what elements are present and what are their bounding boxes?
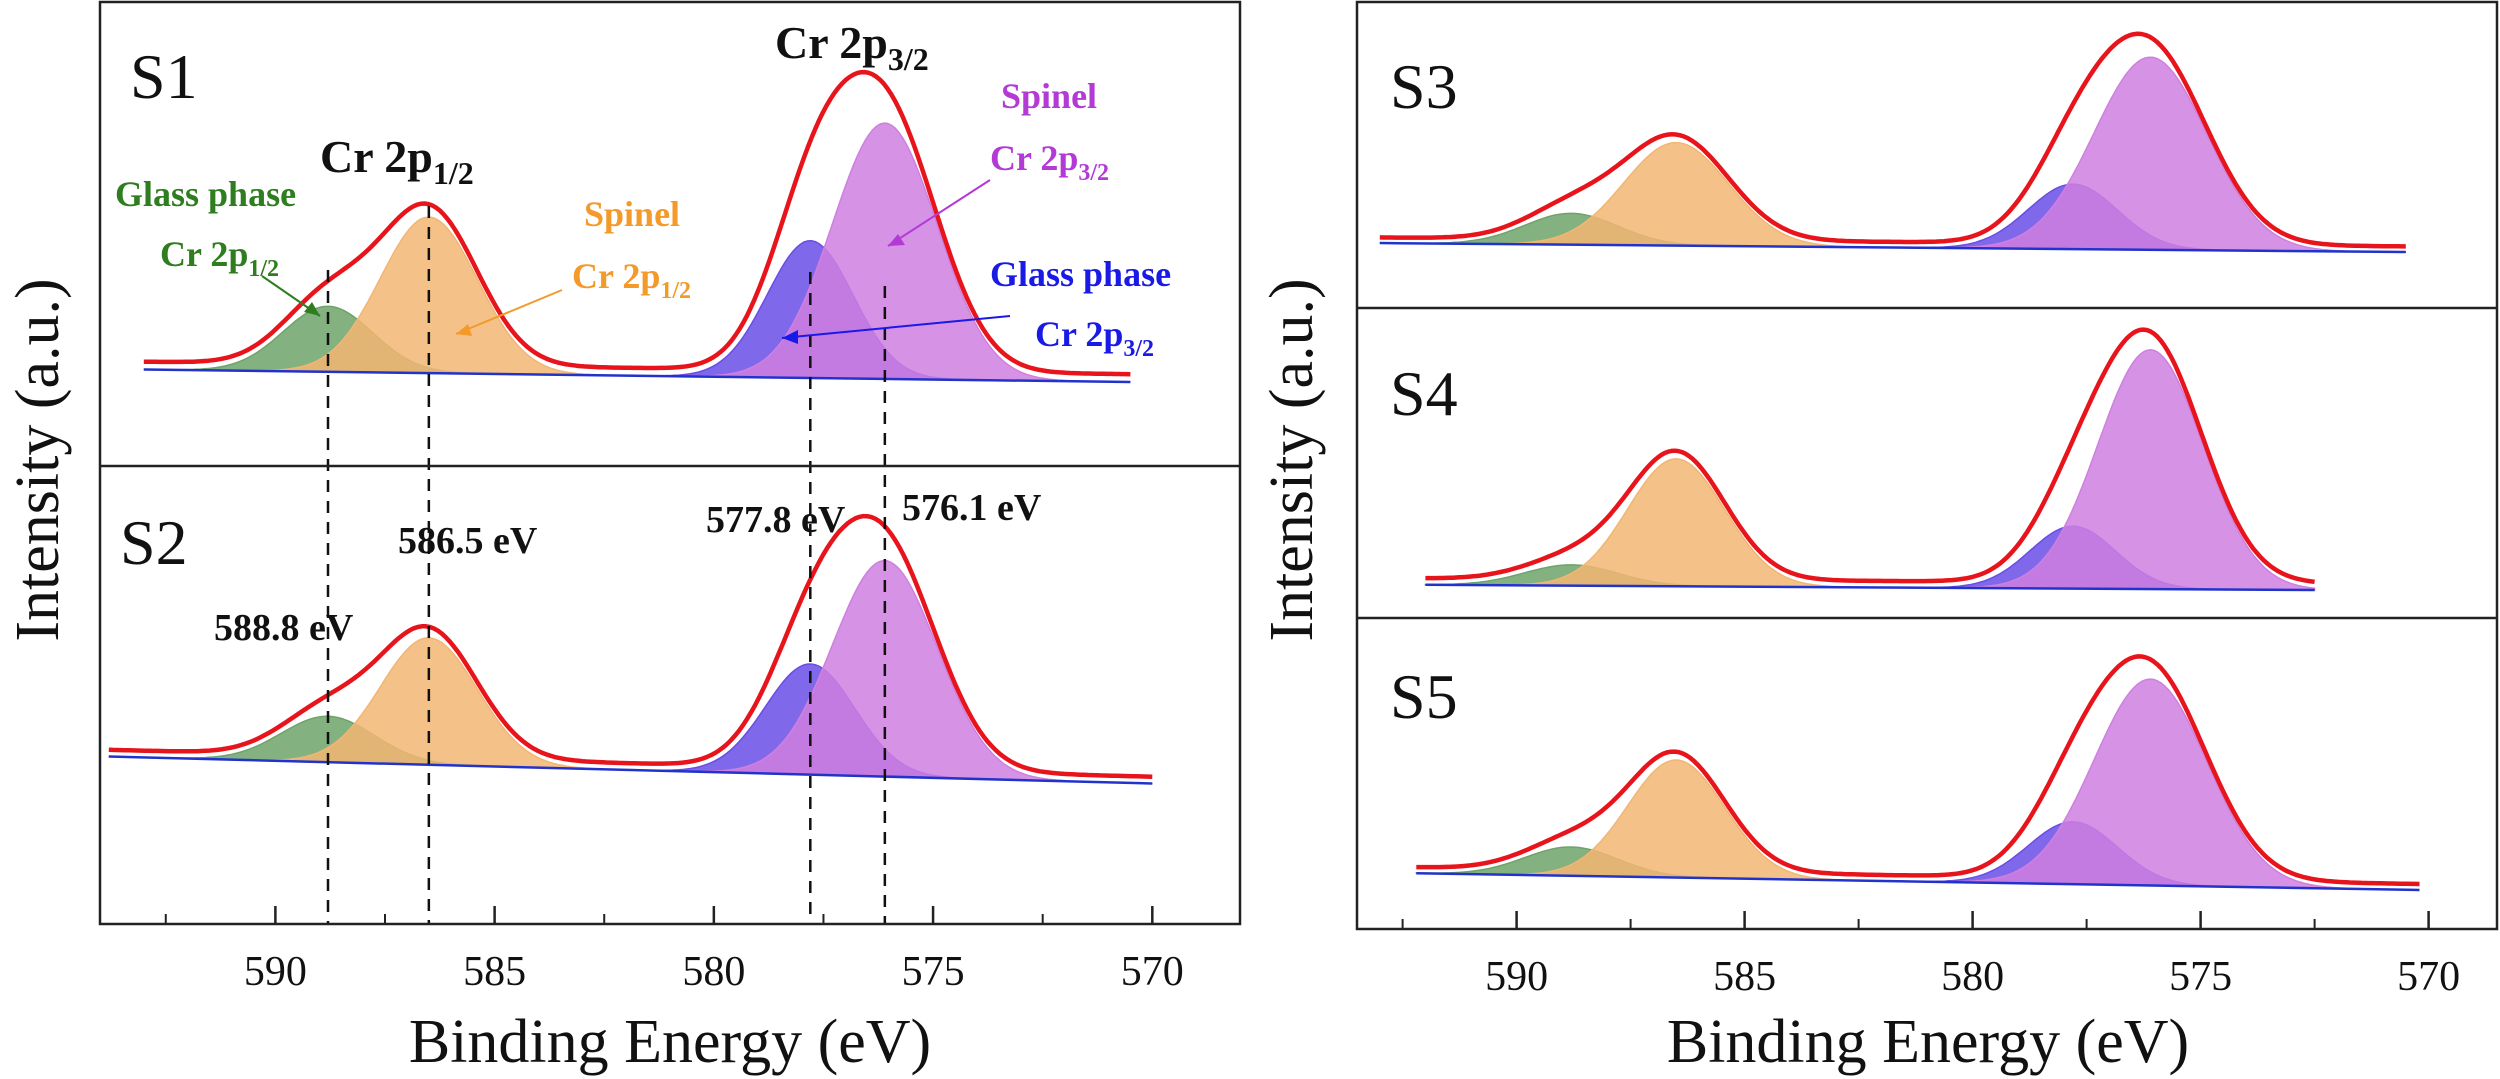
x-tick-label: 580 <box>1941 954 2004 1000</box>
envelope-fit <box>1379 31 2406 249</box>
x-tick-label: 575 <box>2169 954 2232 1000</box>
panel-label-s1: S1 <box>130 41 198 112</box>
label-spinel-12: Spinel <box>584 194 680 234</box>
arrow-spinel-32-head <box>888 234 905 246</box>
arrow-spinel-12 <box>455 289 563 335</box>
panel-labels: S1 S2 S3 S4 S5 <box>120 41 1458 732</box>
peak-label-586-5: 586.5 eV <box>398 520 538 562</box>
panel-s4-plot <box>1424 327 2316 592</box>
label-glass-cr2p12: Cr 2p1/2 <box>160 234 279 282</box>
y-axis-title-right: Intensity (a.u.) <box>1258 278 1326 641</box>
x-tick-label: 585 <box>463 949 526 995</box>
x-tick-label: 575 <box>902 949 965 995</box>
x-axis-title-left: Binding Energy (eV) <box>409 1008 931 1076</box>
panel-label-s4: S4 <box>1390 358 1458 429</box>
arrow-spinel-12-head <box>456 324 472 336</box>
baseline <box>1379 241 2406 254</box>
peak-label-577-8: 577.8 eV <box>706 499 846 541</box>
label-spinel-32: Spinel <box>1001 76 1097 116</box>
baseline <box>108 755 1153 785</box>
y-axis-title-left: Intensity (a.u.) <box>4 278 72 641</box>
arrow-glass-12-head <box>304 302 320 316</box>
x-axis-title-right: Binding Energy (eV) <box>1667 1008 2189 1076</box>
envelope-fit <box>108 513 1153 779</box>
panel-label-s3: S3 <box>1390 51 1458 122</box>
arrow-spinel-32 <box>887 179 991 247</box>
panel-s2-plot: 590 585 580 575 570 <box>108 513 1184 995</box>
label-glass-phase-12: Glass phase <box>115 174 296 214</box>
panel-s5-plot: 590 585 580 575 570 <box>1401 654 2460 1000</box>
arrow-glass-32 <box>781 315 1011 339</box>
arrow-glass-32-head <box>782 330 798 344</box>
x-tick-label: 580 <box>682 949 745 995</box>
envelope-fit <box>1425 327 2315 585</box>
annotation-arrows <box>261 179 1011 344</box>
left-frame <box>98 0 1242 926</box>
peak-label-588-8: 588.8 eV <box>214 607 354 649</box>
peak-position-labels: 588.8 eV 586.5 eV 577.8 eV 576.1 eV <box>214 487 1042 649</box>
right-frame <box>1355 0 2499 931</box>
frames <box>98 0 2499 931</box>
label-glass-phase-32: Glass phase <box>990 254 1171 294</box>
label-glass-cr2p32: Cr 2p3/2 <box>1035 314 1154 362</box>
x-tick-label: 590 <box>244 949 307 995</box>
x-tick-label: 590 <box>1485 954 1548 1000</box>
s1-annotations: Cr 2p3/2 Cr 2p1/2 Glass phase Cr 2p1/2 S… <box>115 17 1171 362</box>
label-cr2p12-top: Cr 2p1/2 <box>320 131 474 191</box>
x-tick-label: 570 <box>2397 954 2460 1000</box>
label-cr2p32-top: Cr 2p3/2 <box>775 17 929 77</box>
envelope-fit <box>143 69 1131 377</box>
x-tick-label: 585 <box>1713 954 1776 1000</box>
label-spinel-cr2p32: Cr 2p3/2 <box>990 138 1109 186</box>
panel-label-s5: S5 <box>1390 661 1458 732</box>
label-spinel-cr2p12: Cr 2p1/2 <box>572 256 691 304</box>
baseline <box>143 368 1131 384</box>
envelope-fit <box>1416 654 2420 887</box>
x-tick-label: 570 <box>1121 949 1184 995</box>
panel-s3-plot <box>1379 31 2406 254</box>
panel-label-s2: S2 <box>120 507 188 578</box>
baseline <box>1416 871 2420 892</box>
baseline <box>1425 583 2315 592</box>
peak-label-576-1: 576.1 eV <box>902 487 1042 529</box>
overlay-layer <box>326 206 887 924</box>
